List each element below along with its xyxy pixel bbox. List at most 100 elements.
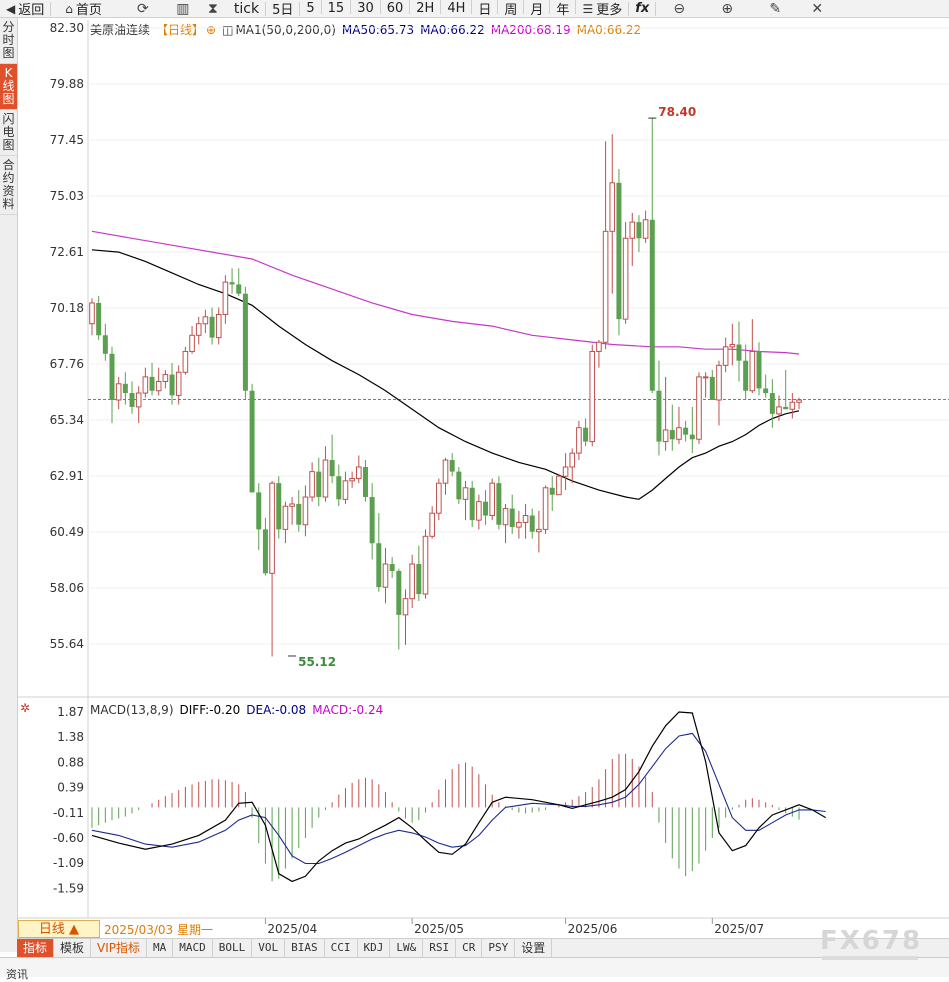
chart-type-button[interactable]: ▥ bbox=[168, 0, 198, 17]
menu-icon: ☰ bbox=[582, 1, 594, 16]
candle-body bbox=[596, 341, 602, 352]
formula-button[interactable]: fx bbox=[635, 1, 650, 16]
period-button-8[interactable]: 月 bbox=[530, 3, 544, 18]
home-button[interactable]: ⌂ 首页 bbox=[65, 1, 102, 19]
candle-body bbox=[589, 350, 596, 443]
tab-flash[interactable]: 闪电图 bbox=[0, 110, 17, 156]
draw-button[interactable]: ✎ bbox=[760, 0, 790, 17]
close-button[interactable]: ✕ bbox=[802, 0, 832, 17]
toolbar-divider bbox=[575, 0, 577, 14]
indicator-tab-8[interactable]: CCI bbox=[325, 939, 358, 957]
zoom-out-button[interactable]: ⊖ bbox=[664, 0, 694, 17]
candle-body bbox=[689, 434, 695, 440]
indicator-tab-6[interactable]: VOL bbox=[252, 939, 286, 957]
candle-body bbox=[736, 344, 742, 361]
tab-contract-info[interactable]: 合约资料 bbox=[0, 156, 17, 215]
candle-body bbox=[529, 515, 535, 532]
five-day-button[interactable]: 5日 bbox=[272, 3, 294, 18]
ma50-line bbox=[91, 249, 800, 500]
candle-body bbox=[716, 364, 722, 401]
refresh-button[interactable]: ⟳ bbox=[128, 0, 158, 17]
period-button-7[interactable]: 周 bbox=[504, 3, 518, 18]
candle-body bbox=[135, 392, 142, 408]
period-button-3[interactable]: 60 bbox=[386, 1, 404, 16]
indicator-tab-11[interactable]: RSI bbox=[423, 939, 457, 957]
toolbar-divider bbox=[299, 1, 301, 16]
candlestick-icon: ⧗ bbox=[207, 0, 218, 17]
indicator-tab-10[interactable]: LW& bbox=[390, 939, 424, 957]
candle-body bbox=[609, 182, 616, 232]
dea-value: DEA:-0.08 bbox=[246, 703, 307, 717]
candle-body bbox=[96, 302, 102, 336]
indicator-tab-7[interactable]: BIAS bbox=[285, 939, 325, 957]
candle-body bbox=[536, 528, 542, 533]
candle-body bbox=[436, 482, 442, 514]
indicator-tab-0[interactable]: 指标 bbox=[17, 939, 55, 957]
ma-legend: 美原油连续 【日线】 ⊕ ◫ MA1(50,0,200,0) MA50:65.7… bbox=[90, 21, 647, 38]
period-button-5[interactable]: 4H bbox=[447, 1, 466, 16]
candle-body bbox=[289, 503, 295, 507]
cursor-date: 2025/03/03 星期一 bbox=[104, 923, 213, 937]
ma-edit-icon[interactable]: ◫ bbox=[222, 22, 234, 37]
candle-type-button[interactable]: ⧗ bbox=[198, 0, 228, 17]
candle-body bbox=[162, 374, 169, 383]
candle-body bbox=[622, 237, 629, 320]
price-tick-label: 65.34 bbox=[50, 413, 84, 427]
candle-body bbox=[209, 316, 215, 338]
period-button-6[interactable]: 日 bbox=[478, 3, 492, 18]
news-tab[interactable]: 资讯 bbox=[6, 968, 28, 981]
candle-body bbox=[202, 316, 209, 325]
more-button[interactable]: ☰ 更多 bbox=[582, 1, 623, 19]
macd-tick-label: -1.09 bbox=[53, 856, 84, 870]
candle-body bbox=[656, 390, 662, 442]
period-button-9[interactable]: 年 bbox=[556, 3, 570, 18]
candle-body bbox=[115, 383, 122, 401]
toolbar-divider bbox=[655, 1, 657, 16]
candle-body bbox=[396, 570, 402, 615]
candle-body bbox=[269, 482, 275, 574]
toolbar-divider bbox=[409, 0, 411, 14]
indicator-tab-4[interactable]: MACD bbox=[173, 939, 213, 957]
candle-body bbox=[462, 487, 469, 500]
tab-kline[interactable]: K线图 bbox=[0, 64, 17, 110]
candle-body bbox=[175, 371, 182, 396]
price-tick-label: 60.49 bbox=[50, 525, 84, 539]
sidebar: 分时图 K线图 闪电图 合约资料 bbox=[0, 18, 18, 952]
candle-body bbox=[583, 427, 589, 442]
macd-settings-icon[interactable]: ✲ bbox=[20, 701, 31, 715]
tick-button[interactable]: tick bbox=[233, 0, 260, 17]
indicator-tab-5[interactable]: BOLL bbox=[213, 939, 253, 957]
indicator-tab-2[interactable]: VIP指标 bbox=[91, 939, 148, 957]
candle-body bbox=[429, 512, 435, 537]
candle-body bbox=[302, 496, 309, 526]
candle-body bbox=[282, 505, 289, 530]
candle-body bbox=[556, 475, 562, 496]
candle-body bbox=[422, 535, 429, 595]
tab-intraday[interactable]: 分时图 bbox=[0, 18, 17, 64]
toolbar-divider bbox=[50, 1, 52, 16]
ma-params: MA1(50,0,200,0) bbox=[235, 22, 336, 37]
candle-body bbox=[129, 393, 135, 407]
add-indicator-icon[interactable]: ⊕ bbox=[206, 22, 217, 37]
macd-value: MACD:-0.24 bbox=[312, 703, 384, 717]
candle-body bbox=[483, 501, 489, 516]
indicator-tab-9[interactable]: KDJ bbox=[358, 939, 391, 957]
indicator-tab-1[interactable]: 模板 bbox=[54, 939, 92, 957]
period-button-0[interactable]: 5 bbox=[306, 1, 315, 16]
period-button-2[interactable]: 30 bbox=[357, 1, 374, 16]
back-button[interactable]: ◀ 返回 bbox=[6, 1, 45, 19]
indicator-tab-13[interactable]: PSY bbox=[482, 939, 516, 957]
period-select-button[interactable]: 日线 ▲ bbox=[18, 920, 100, 938]
indicator-tab-3[interactable]: MA bbox=[147, 939, 174, 957]
candle-body bbox=[662, 429, 669, 443]
indicator-bar: 指标 模板 VIP指标 MA MACD BOLL VOL BIAS CCI KDJ LW& RSI CR… bbox=[17, 938, 949, 957]
candle-body bbox=[683, 427, 689, 435]
period-button-1[interactable]: 15 bbox=[327, 1, 345, 16]
indicator-tab-12[interactable]: CR bbox=[456, 939, 483, 957]
ma50-value: MA50:65.73 bbox=[341, 22, 415, 37]
zoom-in-button[interactable]: ⊕ bbox=[712, 0, 742, 17]
indicator-tab-14[interactable]: 设置 bbox=[515, 939, 553, 957]
period-button-4[interactable]: 2H bbox=[416, 1, 435, 16]
candle-body bbox=[89, 302, 95, 325]
